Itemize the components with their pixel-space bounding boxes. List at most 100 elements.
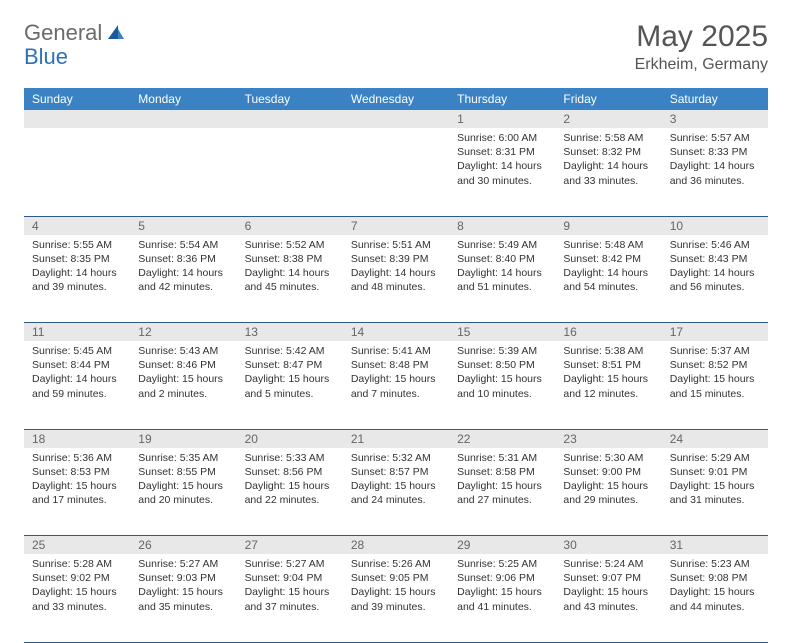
sunrise-text: Sunrise: 5:28 AM xyxy=(32,557,122,571)
day-number xyxy=(24,110,130,128)
sunset-text: Sunset: 9:01 PM xyxy=(670,465,760,479)
day-number: 13 xyxy=(237,323,343,342)
daylight-text: Daylight: 15 hours and 27 minutes. xyxy=(457,479,547,507)
day-cell: Sunrise: 5:32 AMSunset: 8:57 PMDaylight:… xyxy=(343,448,449,536)
sunrise-text: Sunrise: 5:32 AM xyxy=(351,451,441,465)
sunrise-text: Sunrise: 5:41 AM xyxy=(351,344,441,358)
sunset-text: Sunset: 9:04 PM xyxy=(245,571,335,585)
day-number xyxy=(130,110,236,128)
sunrise-text: Sunrise: 5:46 AM xyxy=(670,238,760,252)
sunset-text: Sunset: 8:46 PM xyxy=(138,358,228,372)
sunset-text: Sunset: 8:44 PM xyxy=(32,358,122,372)
day-cell xyxy=(130,128,236,216)
sunrise-text: Sunrise: 5:43 AM xyxy=(138,344,228,358)
sunset-text: Sunset: 8:36 PM xyxy=(138,252,228,266)
daylight-text: Daylight: 15 hours and 41 minutes. xyxy=(457,585,547,613)
day-cell: Sunrise: 5:23 AMSunset: 9:08 PMDaylight:… xyxy=(662,554,768,642)
location: Erkheim, Germany xyxy=(635,56,768,74)
day-number: 6 xyxy=(237,216,343,235)
daylight-text: Daylight: 15 hours and 5 minutes. xyxy=(245,372,335,400)
day-cell: Sunrise: 5:30 AMSunset: 9:00 PMDaylight:… xyxy=(555,448,661,536)
daylight-text: Daylight: 15 hours and 29 minutes. xyxy=(563,479,653,507)
sunset-text: Sunset: 9:00 PM xyxy=(563,465,653,479)
page-header: General May 2025 Erkheim, Germany xyxy=(24,20,768,74)
daylight-text: Daylight: 14 hours and 33 minutes. xyxy=(563,159,653,187)
day-number-row: 123 xyxy=(24,110,768,128)
day-number: 12 xyxy=(130,323,236,342)
day-number: 7 xyxy=(343,216,449,235)
day-cell: Sunrise: 5:27 AMSunset: 9:04 PMDaylight:… xyxy=(237,554,343,642)
day-cell: Sunrise: 5:28 AMSunset: 9:02 PMDaylight:… xyxy=(24,554,130,642)
day-cell xyxy=(237,128,343,216)
day-cell xyxy=(24,128,130,216)
sunset-text: Sunset: 8:58 PM xyxy=(457,465,547,479)
day-cell: Sunrise: 5:27 AMSunset: 9:03 PMDaylight:… xyxy=(130,554,236,642)
day-content-row: Sunrise: 5:36 AMSunset: 8:53 PMDaylight:… xyxy=(24,448,768,536)
daylight-text: Daylight: 14 hours and 54 minutes. xyxy=(563,266,653,294)
sunrise-text: Sunrise: 5:26 AM xyxy=(351,557,441,571)
daylight-text: Daylight: 14 hours and 56 minutes. xyxy=(670,266,760,294)
day-number: 14 xyxy=(343,323,449,342)
day-number: 29 xyxy=(449,536,555,555)
logo-sail-icon xyxy=(106,23,126,44)
daylight-text: Daylight: 14 hours and 30 minutes. xyxy=(457,159,547,187)
logo-line2: Blue xyxy=(24,44,68,70)
sunset-text: Sunset: 8:43 PM xyxy=(670,252,760,266)
day-cell: Sunrise: 5:37 AMSunset: 8:52 PMDaylight:… xyxy=(662,341,768,429)
sunrise-text: Sunrise: 5:31 AM xyxy=(457,451,547,465)
day-cell: Sunrise: 5:54 AMSunset: 8:36 PMDaylight:… xyxy=(130,235,236,323)
sunrise-text: Sunrise: 5:48 AM xyxy=(563,238,653,252)
day-cell: Sunrise: 5:39 AMSunset: 8:50 PMDaylight:… xyxy=(449,341,555,429)
daylight-text: Daylight: 14 hours and 59 minutes. xyxy=(32,372,122,400)
daylight-text: Daylight: 15 hours and 39 minutes. xyxy=(351,585,441,613)
sunset-text: Sunset: 9:03 PM xyxy=(138,571,228,585)
day-cell: Sunrise: 5:46 AMSunset: 8:43 PMDaylight:… xyxy=(662,235,768,323)
day-cell: Sunrise: 5:31 AMSunset: 8:58 PMDaylight:… xyxy=(449,448,555,536)
day-number: 5 xyxy=(130,216,236,235)
daylight-text: Daylight: 14 hours and 45 minutes. xyxy=(245,266,335,294)
sunrise-text: Sunrise: 5:54 AM xyxy=(138,238,228,252)
day-number: 16 xyxy=(555,323,661,342)
sunset-text: Sunset: 8:39 PM xyxy=(351,252,441,266)
daylight-text: Daylight: 14 hours and 42 minutes. xyxy=(138,266,228,294)
weekday-header: Wednesday xyxy=(343,88,449,110)
day-number: 20 xyxy=(237,429,343,448)
daylight-text: Daylight: 14 hours and 51 minutes. xyxy=(457,266,547,294)
title-block: May 2025 Erkheim, Germany xyxy=(635,20,768,74)
day-cell: Sunrise: 5:45 AMSunset: 8:44 PMDaylight:… xyxy=(24,341,130,429)
day-number: 17 xyxy=(662,323,768,342)
day-cell: Sunrise: 5:24 AMSunset: 9:07 PMDaylight:… xyxy=(555,554,661,642)
daylight-text: Daylight: 15 hours and 22 minutes. xyxy=(245,479,335,507)
sunrise-text: Sunrise: 5:55 AM xyxy=(32,238,122,252)
daylight-text: Daylight: 15 hours and 17 minutes. xyxy=(32,479,122,507)
logo-text-blue: Blue xyxy=(24,44,68,69)
calendar-table: Sunday Monday Tuesday Wednesday Thursday… xyxy=(24,88,768,643)
daylight-text: Daylight: 15 hours and 31 minutes. xyxy=(670,479,760,507)
day-cell: Sunrise: 5:49 AMSunset: 8:40 PMDaylight:… xyxy=(449,235,555,323)
day-number: 30 xyxy=(555,536,661,555)
day-number xyxy=(237,110,343,128)
day-cell: Sunrise: 5:26 AMSunset: 9:05 PMDaylight:… xyxy=(343,554,449,642)
day-cell: Sunrise: 5:43 AMSunset: 8:46 PMDaylight:… xyxy=(130,341,236,429)
day-number: 27 xyxy=(237,536,343,555)
day-cell: Sunrise: 5:29 AMSunset: 9:01 PMDaylight:… xyxy=(662,448,768,536)
day-cell: Sunrise: 5:33 AMSunset: 8:56 PMDaylight:… xyxy=(237,448,343,536)
day-content-row: Sunrise: 6:00 AMSunset: 8:31 PMDaylight:… xyxy=(24,128,768,216)
daylight-text: Daylight: 15 hours and 15 minutes. xyxy=(670,372,760,400)
day-number: 9 xyxy=(555,216,661,235)
day-cell: Sunrise: 5:35 AMSunset: 8:55 PMDaylight:… xyxy=(130,448,236,536)
day-number: 15 xyxy=(449,323,555,342)
sunrise-text: Sunrise: 5:37 AM xyxy=(670,344,760,358)
sunrise-text: Sunrise: 5:29 AM xyxy=(670,451,760,465)
sunrise-text: Sunrise: 5:36 AM xyxy=(32,451,122,465)
sunset-text: Sunset: 9:08 PM xyxy=(670,571,760,585)
weekday-header-row: Sunday Monday Tuesday Wednesday Thursday… xyxy=(24,88,768,110)
day-number: 3 xyxy=(662,110,768,128)
daylight-text: Daylight: 15 hours and 12 minutes. xyxy=(563,372,653,400)
day-number: 24 xyxy=(662,429,768,448)
sunrise-text: Sunrise: 5:51 AM xyxy=(351,238,441,252)
sunset-text: Sunset: 8:33 PM xyxy=(670,145,760,159)
weekday-header: Thursday xyxy=(449,88,555,110)
sunset-text: Sunset: 8:50 PM xyxy=(457,358,547,372)
sunrise-text: Sunrise: 5:30 AM xyxy=(563,451,653,465)
